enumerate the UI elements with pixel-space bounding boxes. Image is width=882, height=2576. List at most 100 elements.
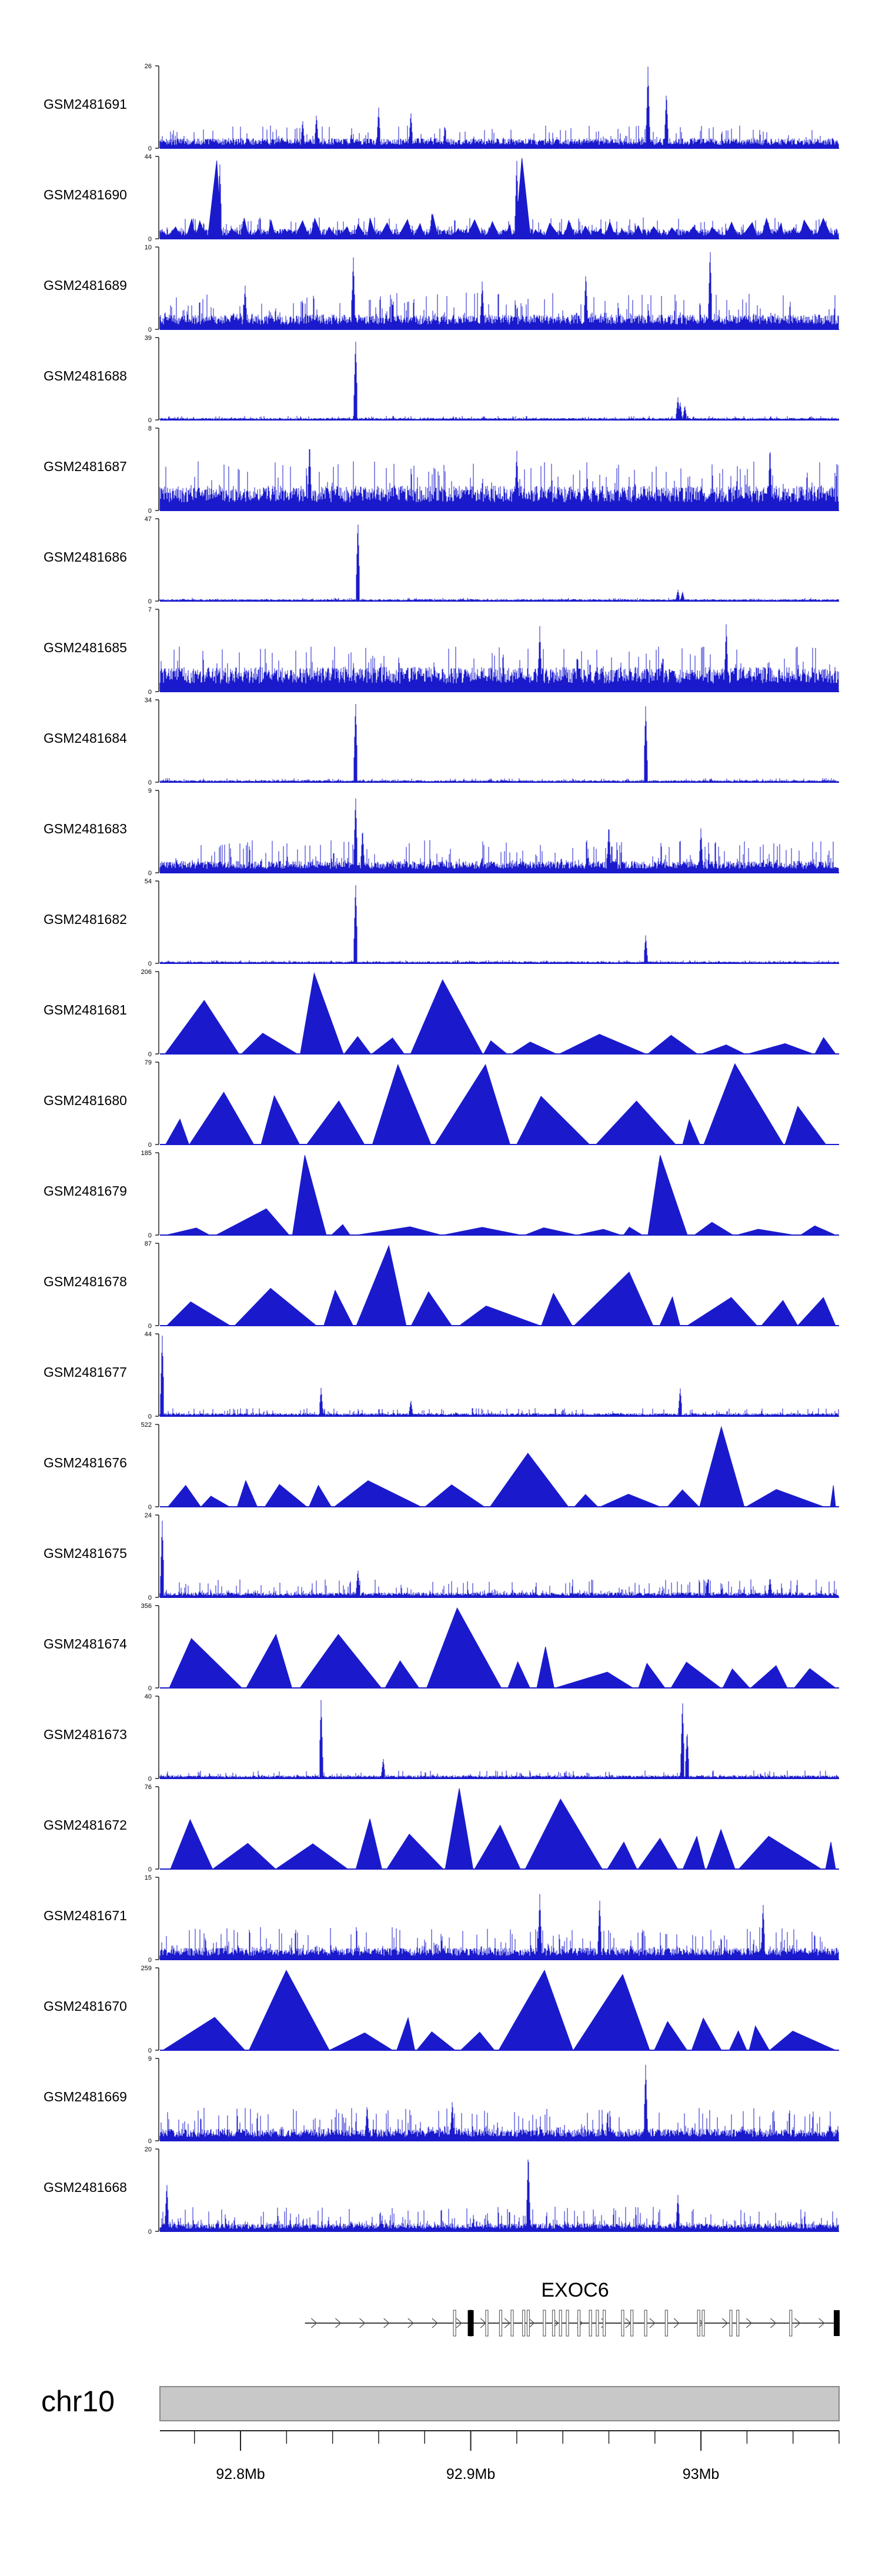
y-min-label: 0	[148, 1776, 152, 1783]
y-max-label: 24	[145, 1512, 152, 1519]
y-min-label: 0	[148, 689, 152, 696]
y-min-label: 0	[148, 960, 152, 967]
y-min-label: 0	[148, 326, 152, 333]
y-min-label: 0	[148, 1232, 152, 1239]
y-min-label: 0	[148, 1142, 152, 1149]
y-max-label: 356	[141, 1603, 152, 1610]
track-label: GSM2481677	[44, 1364, 127, 1380]
gene-track: EXOC6	[305, 2279, 840, 2337]
track-GSM2481685: GSM2481685 7 0	[44, 606, 839, 696]
y-max-label: 44	[145, 1331, 152, 1338]
y-max-label: 26	[145, 63, 152, 70]
track-GSM2481671: GSM2481671 15 0	[44, 1874, 839, 1964]
track-GSM2481670: GSM2481670 259 0	[44, 1965, 839, 2054]
y-max-label: 9	[148, 2056, 152, 2063]
y-max-label: 20	[145, 2146, 152, 2153]
strand-arrow-icon	[407, 2318, 414, 2328]
gene-exon	[596, 2310, 599, 2337]
track-GSM2481681: GSM2481681 206 0	[44, 969, 839, 1058]
y-min-label: 0	[148, 1866, 152, 1873]
gene-exon	[729, 2310, 733, 2337]
coverage-signal	[159, 161, 839, 239]
track-label: GSM2481679	[44, 1183, 127, 1199]
strand-arrow-icon	[383, 2318, 390, 2328]
track-label: GSM2481673	[44, 1727, 127, 1742]
y-min-label: 0	[148, 417, 152, 424]
coverage-signal	[159, 704, 839, 782]
strand-arrow-icon	[746, 2318, 753, 2328]
track-label: GSM2481688	[44, 368, 127, 383]
track-GSM2481683: GSM2481683 9 0	[44, 788, 839, 877]
y-max-label: 79	[145, 1059, 152, 1066]
track-GSM2481668: GSM2481668 20 0	[44, 2146, 839, 2235]
y-max-label: 7	[148, 606, 152, 613]
coverage-signal	[159, 66, 839, 148]
chromosome-label: chr10	[41, 2385, 115, 2418]
coverage-signal	[159, 624, 839, 692]
y-min-label: 0	[148, 236, 152, 243]
gene-exon	[510, 2310, 514, 2337]
y-min-label: 0	[148, 1413, 152, 1420]
gene-exon	[789, 2310, 793, 2337]
track-GSM2481684: GSM2481684 34 0	[44, 697, 839, 786]
gene-exon	[559, 2310, 562, 2337]
ideogram-band	[159, 2386, 840, 2421]
track-label: GSM2481671	[44, 1908, 127, 1923]
track-label: GSM2481682	[44, 912, 127, 927]
y-min-label: 0	[148, 870, 152, 877]
gene-coding-exon	[834, 2310, 840, 2336]
coverage-signal	[159, 2064, 839, 2141]
strand-arrow-icon	[818, 2318, 825, 2328]
y-min-label: 0	[148, 1051, 152, 1058]
y-min-label: 0	[148, 145, 152, 152]
y-max-label: 185	[141, 1150, 152, 1157]
gene-exon	[589, 2310, 592, 2337]
gene-exon	[552, 2310, 556, 2337]
track-label: GSM2481676	[44, 1455, 127, 1470]
gene-exon	[701, 2310, 705, 2337]
gene-exon	[697, 2310, 700, 2337]
y-min-label: 0	[148, 2047, 152, 2054]
track-label: GSM2481670	[44, 1998, 127, 2014]
track-label: GSM2481681	[44, 1002, 127, 1017]
gene-exon	[526, 2310, 530, 2337]
track-label: GSM2481675	[44, 1546, 127, 1561]
coverage-triangles	[165, 1063, 827, 1145]
coverage-triangles	[170, 1788, 836, 1870]
gene-exon	[453, 2310, 456, 2337]
coverage-triangles	[167, 1426, 836, 1507]
y-max-label: 54	[145, 878, 152, 885]
gene-exon	[603, 2310, 606, 2337]
track-label: GSM2481689	[44, 278, 127, 293]
track-GSM2481682: GSM2481682 54 0	[44, 878, 839, 967]
y-max-label: 522	[141, 1422, 152, 1429]
genome-axis: 92.8Mb 92.9Mb 93Mb	[160, 2430, 840, 2482]
y-max-label: 40	[145, 1693, 152, 1700]
y-min-label: 0	[148, 508, 152, 515]
track-label: GSM2481690	[44, 187, 127, 202]
track-GSM2481669: GSM2481669 9 0	[44, 2056, 839, 2145]
coverage-triangles	[164, 972, 836, 1055]
gene-name-label: EXOC6	[541, 2279, 609, 2301]
y-max-label: 87	[145, 1240, 152, 1247]
track-label: GSM2481674	[44, 1636, 127, 1651]
y-min-label: 0	[148, 2138, 152, 2145]
coverage-signal	[159, 525, 839, 601]
coverage-signal	[159, 252, 839, 329]
y-max-label: 39	[145, 335, 152, 342]
track-GSM2481672: GSM2481672 76 0	[44, 1784, 839, 1873]
track-GSM2481687: GSM2481687 8 0	[44, 425, 839, 515]
y-max-label: 44	[145, 154, 152, 161]
track-GSM2481677: GSM2481677 44 0	[44, 1331, 839, 1420]
strand-arrow-icon	[528, 2318, 535, 2328]
signal-tracks: GSM2481691260GSM2481690440GSM2481689100G…	[44, 63, 839, 2235]
track-GSM2481676: GSM2481676 522 0	[44, 1422, 839, 1511]
y-max-label: 259	[141, 1965, 152, 1972]
track-label: GSM2481691	[44, 96, 127, 112]
x-axis-tick-label: 92.9Mb	[446, 2466, 495, 2482]
y-max-label: 206	[141, 969, 152, 976]
y-min-label: 0	[148, 1957, 152, 1964]
track-GSM2481690: GSM2481690 44 0	[44, 154, 839, 243]
y-max-label: 8	[148, 425, 152, 432]
y-max-label: 9	[148, 788, 152, 795]
